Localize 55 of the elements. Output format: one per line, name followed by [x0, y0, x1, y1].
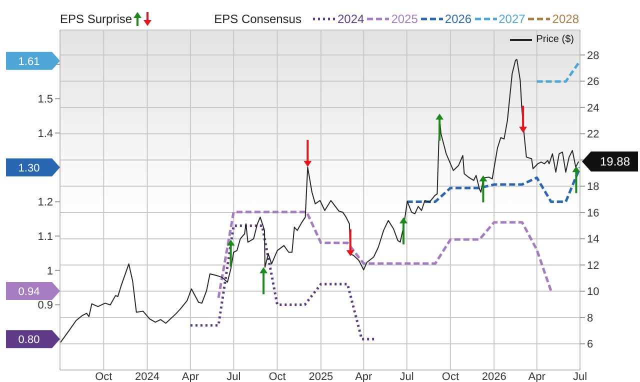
y-tick-label: 1.1 — [38, 230, 53, 243]
y-tick-label: 1.2 — [38, 196, 53, 209]
x-tick-label: Oct — [268, 370, 286, 382]
point — [304, 160, 312, 167]
y-tick-label: 1 — [46, 265, 53, 278]
x-tick-label: Apr — [355, 370, 373, 382]
x-tick-label: Apr — [182, 370, 200, 382]
line-series — [189, 224, 377, 340]
point — [346, 250, 354, 256]
point — [479, 175, 488, 182]
y2-tick-label: 26 — [587, 76, 600, 88]
point — [260, 267, 268, 274]
x-tick-label: Jul — [226, 370, 241, 382]
data-label: 19.88 — [600, 154, 630, 169]
line-series — [217, 210, 552, 300]
y2-tick-label: 16 — [587, 207, 600, 220]
legend-label: 2025 — [391, 12, 418, 26]
legend-label: 2028 — [552, 12, 579, 26]
y2-tick-label: 8 — [587, 312, 594, 324]
y2-tick-label: 14 — [587, 234, 600, 246]
y2-tick-label: 18 — [587, 181, 600, 194]
legend-label: 2027 — [498, 12, 526, 26]
x-tick-label: 2024 — [135, 370, 160, 382]
point — [226, 240, 235, 246]
legend-title: EPS Consensus — [214, 12, 302, 26]
x-tick-label: Oct — [95, 370, 112, 382]
text: EPS Surprise — [60, 12, 132, 26]
y-tick-label: 1.4 — [38, 128, 53, 140]
text: 0.80 — [18, 334, 40, 346]
legend-label: 2024 — [337, 12, 364, 26]
text: 0.94 — [18, 286, 40, 298]
x-tick-label: 2025 — [308, 370, 334, 382]
x-tick-label: Jul — [572, 370, 588, 382]
point — [436, 114, 444, 120]
x-tick-label: 2026 — [482, 370, 506, 382]
text: 1.61 — [18, 56, 40, 68]
legend-label: Price ($) — [535, 34, 574, 45]
point — [572, 166, 580, 172]
point — [519, 126, 528, 133]
point — [400, 217, 408, 224]
x-tick-label: Oct — [442, 370, 460, 382]
y2-tick-label: 12 — [587, 260, 600, 272]
y-tick-label: 1.5 — [38, 94, 53, 106]
legend-label: 2026 — [444, 12, 472, 26]
line-series — [60, 58, 580, 343]
y-tick-label: 0.9 — [38, 300, 53, 312]
y2-tick-label: 24 — [587, 102, 600, 114]
x-tick-label: Apr — [528, 370, 546, 382]
y2-tick-label: 22 — [587, 128, 600, 141]
line-series — [406, 166, 580, 203]
text: 1.30 — [18, 162, 40, 174]
y2-tick-label: 28 — [587, 50, 600, 62]
y2-tick-label: 6 — [587, 338, 594, 351]
x-tick-label: Jul — [400, 370, 414, 382]
y2-tick-label: 10 — [587, 286, 600, 298]
